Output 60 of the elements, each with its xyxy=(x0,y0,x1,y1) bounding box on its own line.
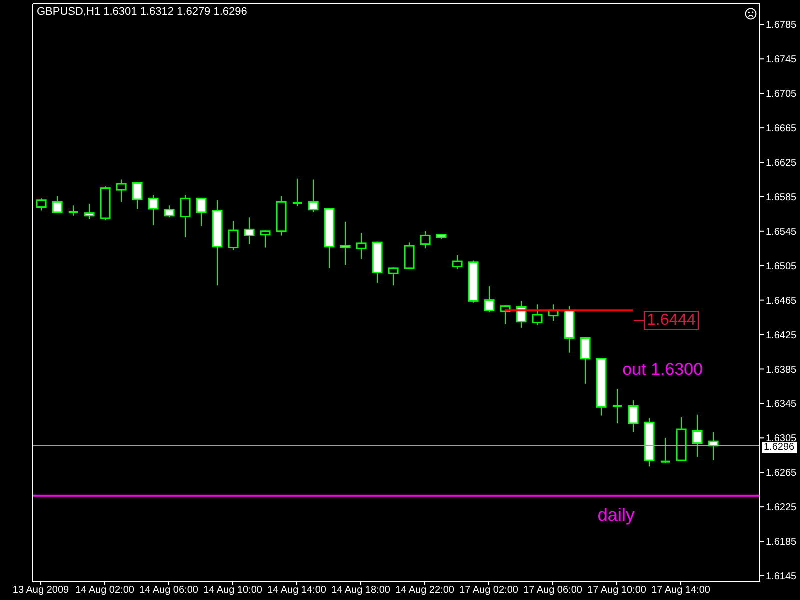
candlestick xyxy=(164,205,175,218)
x-tick-label: 14 Aug 22:00 xyxy=(396,585,455,596)
x-tick-label: 17 Aug 02:00 xyxy=(460,585,519,596)
x-tick-label: 14 Aug 10:00 xyxy=(204,585,263,596)
candlestick xyxy=(132,182,143,210)
candlestick xyxy=(484,286,495,313)
y-tick-label: 1.6585 xyxy=(766,192,798,204)
candlestick xyxy=(388,267,399,286)
x-tick-label: 14 Aug 18:00 xyxy=(332,585,391,596)
candlestick xyxy=(612,388,623,424)
x-tick-label: 17 Aug 06:00 xyxy=(524,585,583,596)
x-tick-label: 14 Aug 02:00 xyxy=(76,585,135,596)
y-tick-label: 1.6185 xyxy=(766,537,798,548)
candlestick xyxy=(292,178,303,207)
chart-title: GBPUSD,H1 1.6301 1.6312 1.6279 1.6296 xyxy=(37,6,248,19)
candlestick xyxy=(244,217,255,245)
x-tick-label: 14 Aug 06:00 xyxy=(140,585,199,596)
y-tick-label: 1.6745 xyxy=(766,54,798,66)
candlestick xyxy=(340,221,351,266)
annotation: 1.6444 xyxy=(644,310,699,330)
candlestick xyxy=(692,414,703,458)
candlestick xyxy=(180,194,191,238)
y-tick-label: 1.6385 xyxy=(766,364,798,376)
ref-line-label: 1.6296 xyxy=(762,442,797,454)
candlestick xyxy=(660,438,671,464)
candlestick xyxy=(228,220,239,251)
candlestick xyxy=(420,230,431,250)
candlestick xyxy=(52,196,63,214)
y-tick-label: 1.6545 xyxy=(766,226,798,238)
ref-line-label: daily xyxy=(598,504,635,525)
y-tick-label: 1.6705 xyxy=(766,89,798,100)
candlestick xyxy=(36,198,47,212)
x-tick-label: 17 Aug 14:00 xyxy=(652,585,711,596)
y-tick-label: 1.6425 xyxy=(766,330,798,342)
y-tick-label: 1.6465 xyxy=(766,296,798,307)
candlestick xyxy=(404,242,415,270)
candlestick xyxy=(628,400,639,433)
annotation: out 1.6300 xyxy=(622,360,703,379)
candlestick xyxy=(148,194,159,226)
y-tick-label: 1.6265 xyxy=(766,468,798,480)
y-tick-label: 1.6665 xyxy=(766,124,798,135)
candlestick xyxy=(196,197,207,227)
y-tick-label: 1.6145 xyxy=(766,572,798,583)
candlestick xyxy=(580,336,591,384)
candlestick xyxy=(260,230,271,248)
x-tick-label: 14 Aug 14:00 xyxy=(268,585,327,596)
candlestick xyxy=(84,203,95,220)
y-tick-label: 1.6225 xyxy=(766,502,798,514)
y-tick-label: 1.6345 xyxy=(766,399,798,410)
candlestick xyxy=(356,232,367,260)
candlestick xyxy=(532,304,543,326)
candlestick xyxy=(452,255,463,270)
candlestick xyxy=(68,205,79,216)
candlestick xyxy=(116,179,127,203)
y-tick-label: 1.6505 xyxy=(766,261,798,272)
candlestick xyxy=(308,179,319,213)
y-tick-label: 1.6785 xyxy=(766,20,798,32)
x-tick-label: 13 Aug 2009 xyxy=(12,585,70,596)
y-tick-label: 1.6625 xyxy=(766,158,798,170)
x-tick-label: 17 Aug 10:00 xyxy=(588,585,647,596)
